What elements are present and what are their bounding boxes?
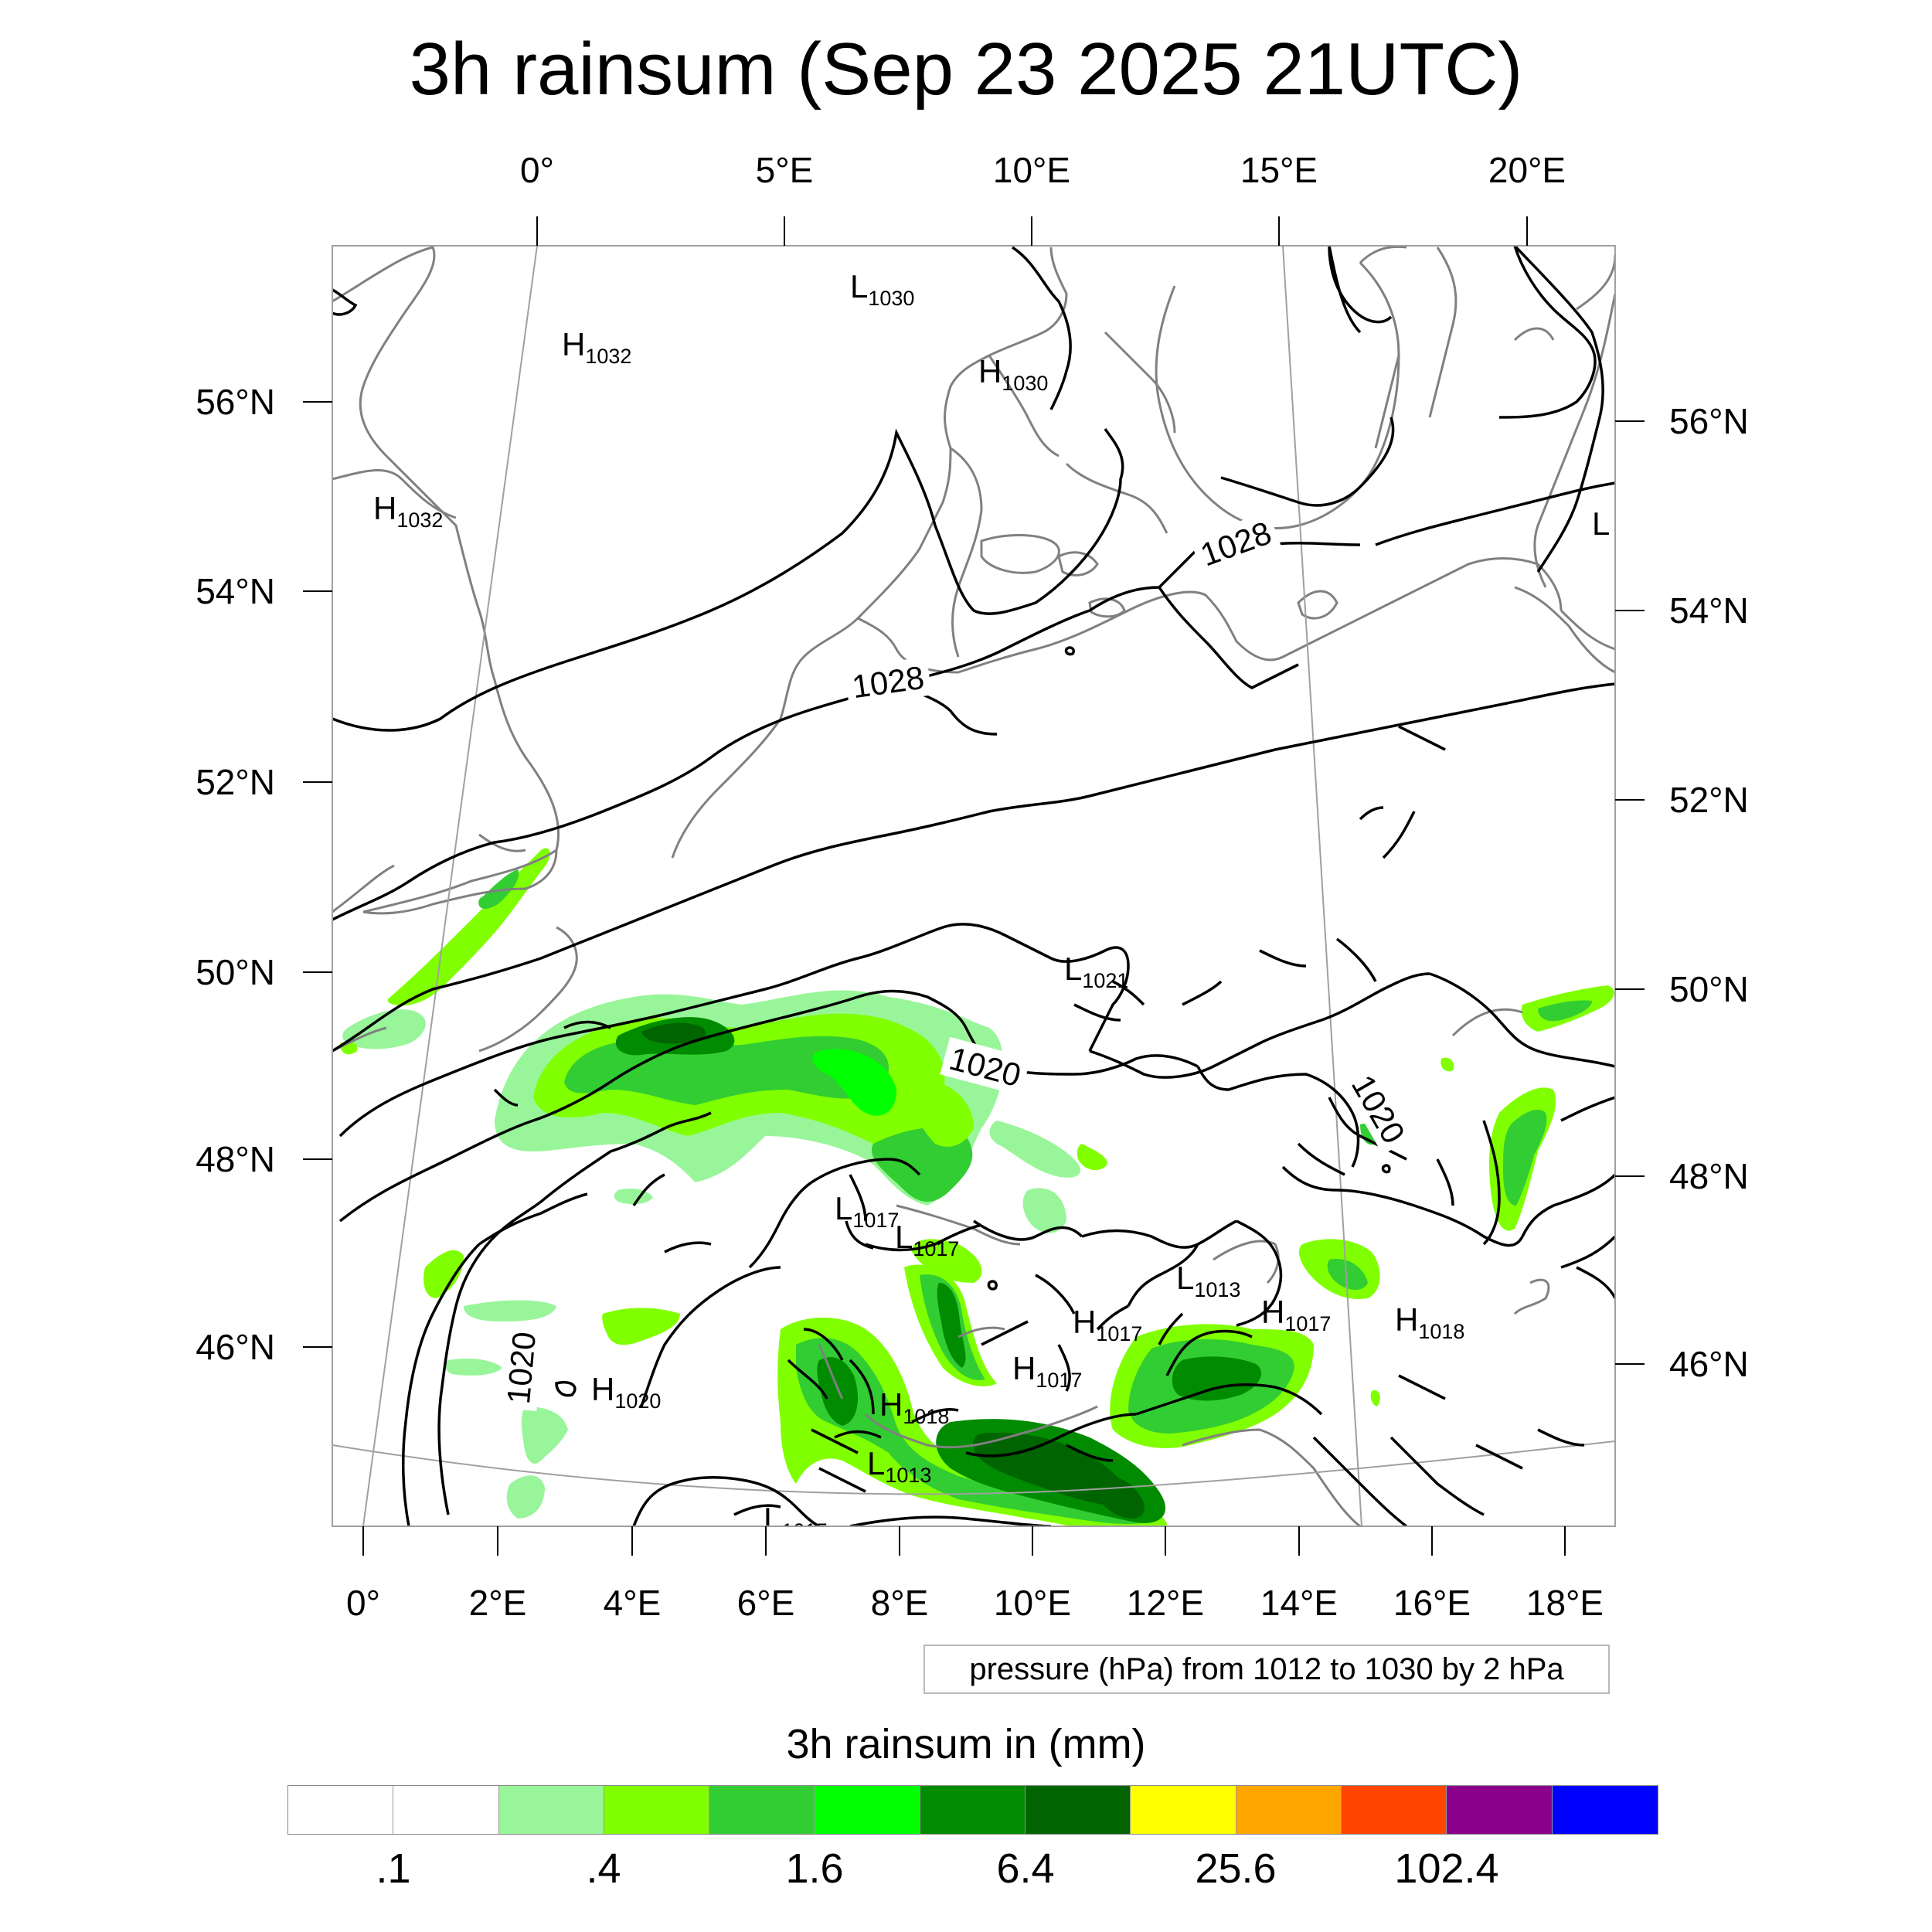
colorbar-tick-label: .4 [586,1845,621,1892]
lon-label: 10°E [993,150,1070,190]
high-pressure-center: H1018 [879,1386,949,1428]
low-pressure-center: L [1592,505,1610,542]
contour-label-1020-west: 1020 [498,1325,544,1411]
low-pressure-center: L1013 [1176,1260,1240,1301]
contour-label-1020-east: 1020 [1341,1063,1417,1155]
right-lat-labels: 56°N 54°N 52°N 50°N 48°N 46°N [1669,401,1749,1384]
lat-label: 54°N [1669,590,1749,631]
lon-label: 0° [346,1583,380,1623]
lat-label: 50°N [1669,969,1749,1009]
colorbar-swatch [1552,1786,1658,1834]
lat-label: 48°N [196,1139,275,1179]
colorbar-tick-label: 6.4 [996,1845,1055,1892]
lon-label: 15°E [1240,150,1318,190]
lat-label: 54°N [196,571,275,611]
lon-label: 20°E [1488,150,1566,190]
lat-label: 46°N [196,1327,275,1367]
lon-label: 12°E [1127,1583,1204,1623]
lon-label: 18°E [1526,1583,1604,1623]
lon-label: 6°E [737,1583,795,1623]
lat-label: 52°N [1669,780,1749,820]
high-pressure-center: H1020 [591,1371,661,1413]
colorbar-tick-label: 102.4 [1394,1845,1499,1892]
colorbar-swatch [1131,1786,1236,1834]
lon-label: 4°E [604,1583,662,1623]
lat-label: 46°N [1669,1344,1749,1384]
high-pressure-center: H1032 [373,490,443,532]
left-lat-labels: 56°N 54°N 52°N 50°N 48°N 46°N [196,382,275,1367]
pressure-center-layer: H1032 H1032 L1030 H1030 L1021 L1017 L101… [373,268,1610,1543]
bottom-lon-labels: 0° 2°E 4°E 6°E 8°E 10°E 12°E 14°E 16°E 1… [346,1583,1604,1623]
lon-label: 16°E [1393,1583,1471,1623]
rain-field-layer [340,848,1614,1526]
low-pressure-center: L1015 [764,1501,828,1543]
colorbar-swatch [920,1786,1026,1834]
coastline-layer [332,246,1615,1526]
colorbar-tick-label: 1.6 [785,1845,844,1892]
lat-label: 48°N [1669,1156,1749,1196]
colorbar-swatch [1026,1786,1131,1834]
colorbar-swatch [393,1786,499,1834]
lon-label: 10°E [994,1583,1071,1623]
high-pressure-center: H1017 [1012,1350,1082,1392]
lon-label: 5°E [756,150,814,190]
lat-label: 52°N [196,762,275,802]
colorbar-tick-label: 25.6 [1195,1845,1277,1892]
lon-label: 0° [520,150,554,190]
colorbar-swatch [604,1786,710,1834]
colorbar-tick-label: .1 [376,1845,411,1892]
high-pressure-center: H1030 [978,353,1048,395]
lon-label: 2°E [469,1583,527,1623]
graticule-layer [332,246,1615,1526]
colorbar-swatch [1236,1786,1342,1834]
lat-label: 50°N [196,952,275,992]
pressure-contour-layer [332,246,1615,1526]
low-pressure-center: L1017 [895,1219,959,1260]
low-pressure-center: L1013 [867,1445,931,1487]
colorbar-swatch [1341,1786,1447,1834]
plot-frame [332,245,1616,1527]
lon-label: 14°E [1260,1583,1338,1623]
contour-label-1028-south: 1028 [844,656,932,707]
map-title: 3h rainsum (Sep 23 2025 21UTC) [409,28,1523,111]
low-pressure-center: L1030 [850,268,914,310]
axis-ticks [303,216,1645,1556]
colorbar-swatch [709,1786,815,1834]
top-lon-labels: 0° 5°E 10°E 15°E 20°E [520,150,1566,190]
contour-label-1028-east: 1028 [1189,511,1282,576]
lat-label: 56°N [196,382,275,422]
high-pressure-center: H1018 [1395,1301,1464,1343]
lat-label: 56°N [1669,401,1749,441]
colorbar-swatch [1447,1786,1553,1834]
contour-label: 1020 [500,1330,543,1405]
colorbar-swatch [288,1786,394,1834]
colorbar-title: 3h rainsum in (mm) [786,1721,1146,1767]
low-pressure-center: L1021 [1064,951,1128,992]
high-pressure-center: H1017 [1261,1294,1331,1335]
high-pressure-center: H1032 [562,326,631,368]
map-plot-area: 1028 1028 1020 1020 1020 H1032 H1032 [332,246,1615,1543]
colorbar [287,1785,1658,1835]
low-pressure-center: L1017 [835,1190,899,1232]
high-pressure-center: H1017 [1073,1304,1142,1345]
colorbar-swatch [815,1786,920,1834]
contour-info-box: pressure (hPa) from 1012 to 1030 by 2 hP… [923,1645,1610,1694]
lon-label: 8°E [871,1583,929,1623]
colorbar-swatch [498,1786,604,1834]
